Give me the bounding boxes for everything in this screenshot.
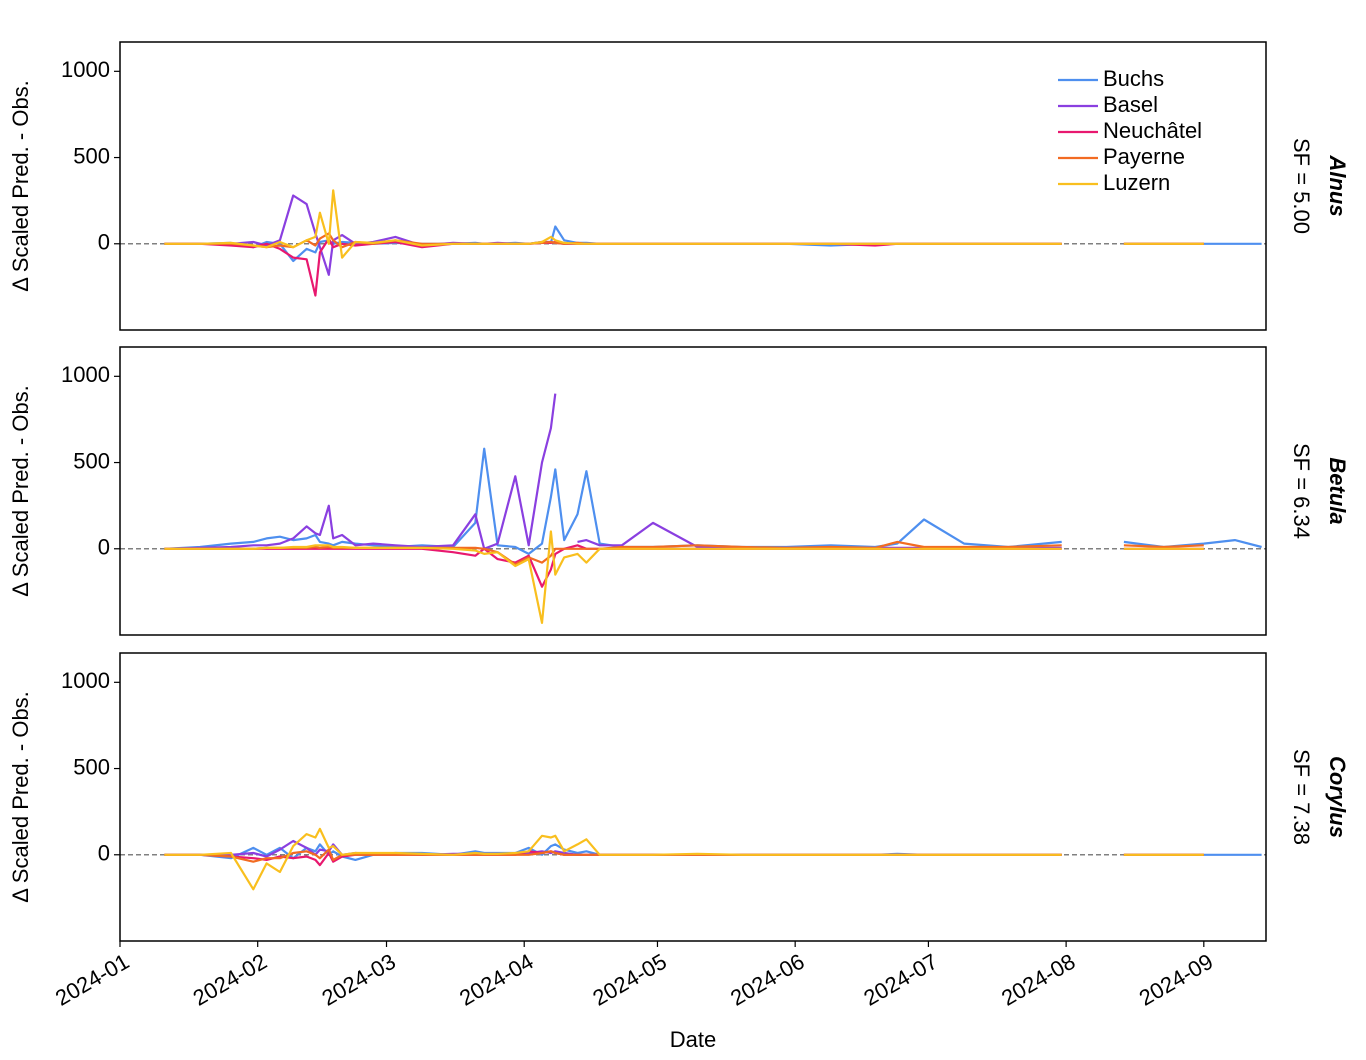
y-tick-label: 500 (73, 448, 110, 473)
series-line (164, 530, 1204, 624)
panel-subtitle: SF = 5.00 (1289, 138, 1314, 234)
y-tick-label: 0 (98, 535, 110, 560)
x-tick-label: 2024-07 (859, 949, 941, 1011)
series-line (164, 194, 1204, 276)
series-line (164, 827, 1204, 891)
legend-label: Buchs (1103, 66, 1164, 91)
plot-frame (119, 346, 1267, 636)
x-tick-label: 2024-01 (51, 949, 133, 1011)
y-axis-label: Δ Scaled Pred. - Obs. (8, 80, 33, 292)
legend-label: Luzern (1103, 170, 1170, 195)
x-tick-label: 2024-05 (588, 949, 670, 1011)
x-tick-label: 2024-08 (997, 949, 1079, 1011)
panel-title: Corylus (1325, 756, 1350, 838)
y-axis-label: Δ Scaled Pred. - Obs. (8, 691, 33, 903)
series-line (164, 393, 1062, 550)
y-tick-label: 1000 (61, 362, 110, 387)
x-tick-label: 2024-03 (317, 949, 399, 1011)
x-tick-label: 2024-06 (726, 949, 808, 1011)
series-line (164, 189, 1204, 259)
y-tick-label: 0 (98, 841, 110, 866)
x-axis-label: Date (670, 1027, 716, 1052)
y-tick-label: 1000 (61, 57, 110, 82)
plot-area (164, 827, 1262, 891)
plot-area (164, 189, 1262, 297)
plot-frame (119, 652, 1267, 942)
x-tick-label: 2024-09 (1135, 949, 1217, 1011)
legend-label: Neuchâtel (1103, 118, 1202, 143)
legend-label: Basel (1103, 92, 1158, 117)
plot-frame (119, 41, 1267, 331)
series-line (164, 447, 1262, 555)
panel-subtitle: SF = 7.38 (1289, 749, 1314, 845)
panel-title: Betula (1325, 457, 1350, 524)
series-line (164, 544, 1204, 588)
y-tick-label: 500 (73, 143, 110, 168)
legend-label: Payerne (1103, 144, 1185, 169)
x-tick-label: 2024-02 (189, 949, 271, 1011)
y-axis-label: Δ Scaled Pred. - Obs. (8, 385, 33, 597)
panel-subtitle: SF = 6.34 (1289, 443, 1314, 539)
y-tick-label: 0 (98, 230, 110, 255)
y-tick-label: 500 (73, 754, 110, 779)
y-tick-label: 1000 (61, 668, 110, 693)
plot-area (164, 393, 1262, 624)
x-tick-label: 2024-04 (455, 949, 537, 1011)
panel-title: Alnus (1325, 154, 1350, 216)
